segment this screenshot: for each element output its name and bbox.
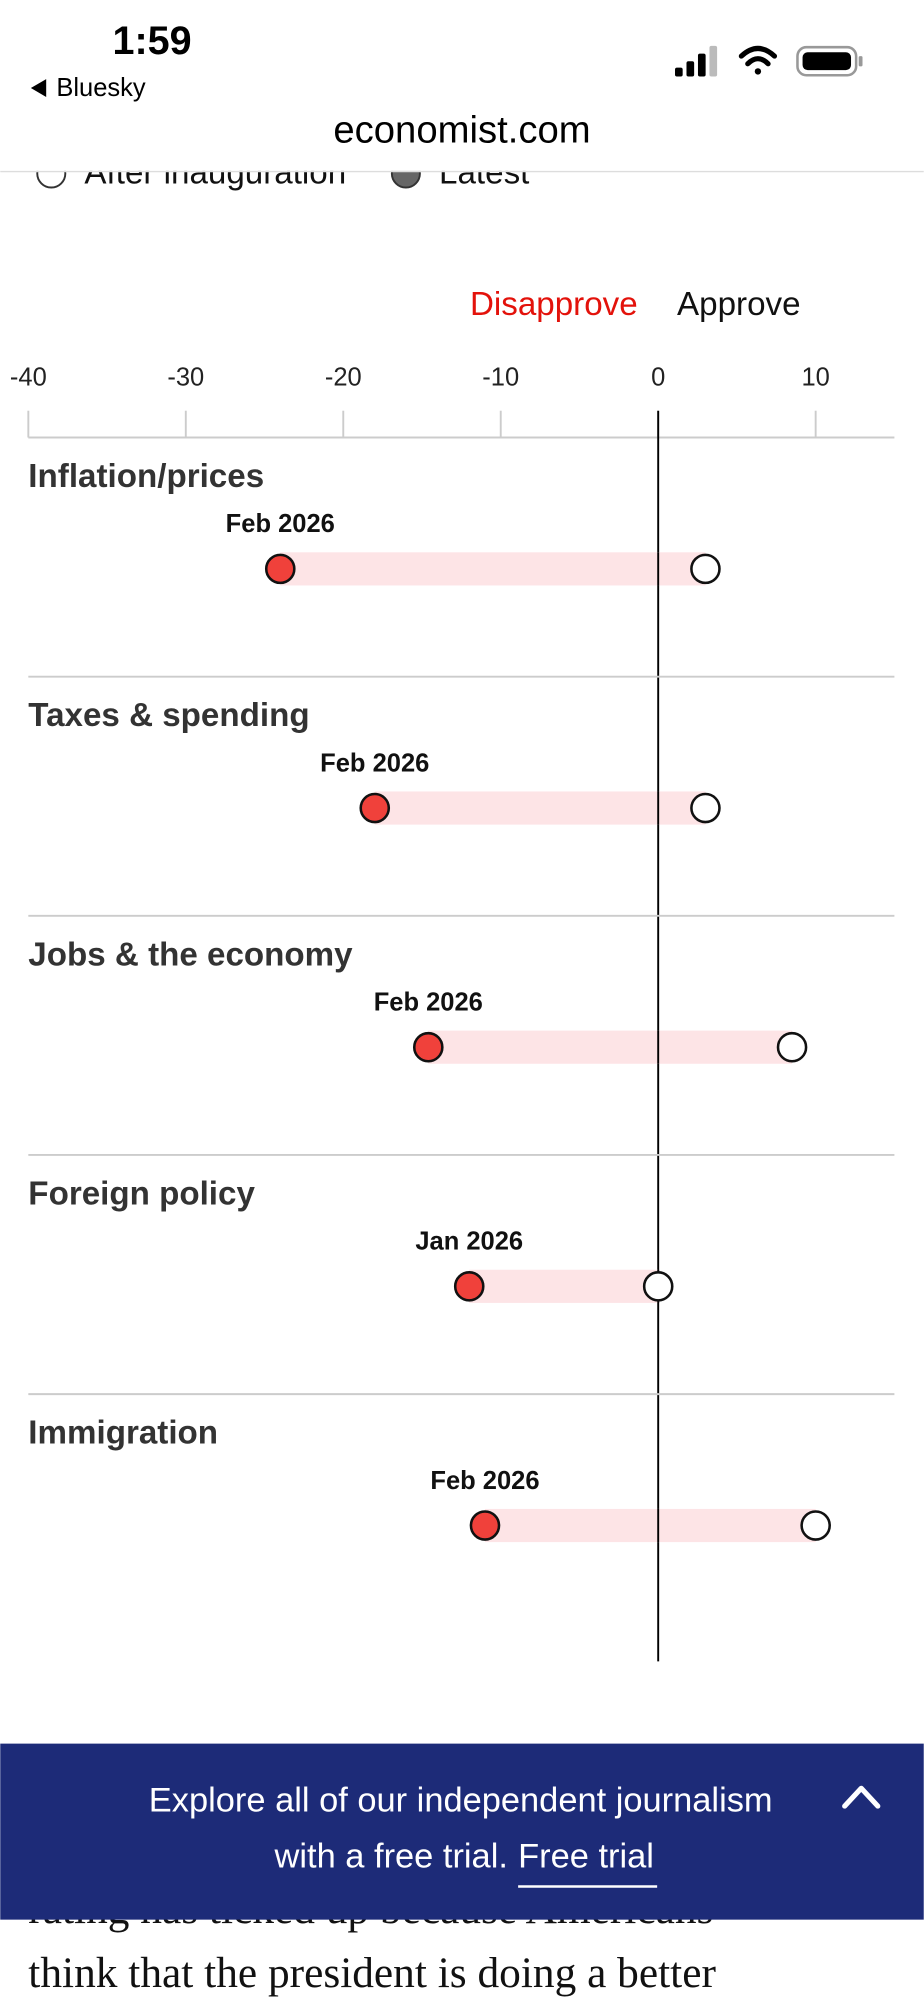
point — [264, 553, 296, 585]
point — [800, 1510, 831, 1541]
point — [359, 792, 391, 824]
banner-text: Explore all of our independent journalis… — [149, 1781, 773, 1819]
point — [469, 1510, 501, 1541]
range-bar — [280, 552, 706, 586]
category-label: Taxes & spending — [28, 697, 309, 734]
range-bar — [469, 1269, 659, 1303]
clock: 1:59 — [112, 19, 191, 63]
banner-text: with a free trial. — [274, 1838, 508, 1876]
header-bg — [0, 0, 924, 171]
point-label: Feb 2026 — [430, 1467, 539, 1495]
banner-link[interactable]: Free trial — [518, 1838, 654, 1876]
range-bar — [374, 791, 706, 825]
back-app[interactable]: Bluesky — [56, 74, 146, 102]
url[interactable]: economist.com — [333, 109, 590, 152]
point — [642, 1271, 674, 1302]
x-tick-label: -30 — [167, 364, 204, 392]
expand-chevron[interactable] — [842, 1785, 881, 1809]
point-label: Feb 2026 — [226, 510, 335, 538]
point-label: Feb 2026 — [374, 989, 483, 1017]
direction-label: Approve — [677, 286, 801, 323]
point — [453, 1271, 485, 1302]
category-label: Immigration — [28, 1415, 218, 1452]
category-label: Jobs & the economy — [28, 936, 353, 973]
x-tick-label: 10 — [801, 364, 829, 392]
signal-icon — [675, 45, 718, 77]
category-label: Foreign policy — [28, 1176, 255, 1213]
point — [690, 553, 721, 585]
article-line: think that the president is doing a bett… — [28, 1949, 716, 1997]
x-tick-label: -10 — [482, 364, 519, 392]
point — [690, 792, 721, 824]
point — [412, 1031, 444, 1063]
trial-banner — [0, 1743, 924, 1920]
direction-label: Disapprove — [470, 286, 638, 323]
point-label: Feb 2026 — [320, 749, 429, 777]
point-label: Jan 2026 — [415, 1228, 523, 1256]
back-arrow[interactable] — [30, 79, 47, 97]
range-bar — [428, 1030, 793, 1064]
x-tick-label: -20 — [325, 364, 362, 392]
range-bar — [484, 1508, 816, 1543]
wifi-icon — [738, 45, 778, 75]
point — [776, 1031, 808, 1063]
battery-icon — [796, 45, 863, 77]
category-label: Inflation/prices — [28, 458, 264, 495]
x-tick-label: -40 — [10, 364, 47, 392]
x-tick-label: 0 — [651, 364, 665, 392]
